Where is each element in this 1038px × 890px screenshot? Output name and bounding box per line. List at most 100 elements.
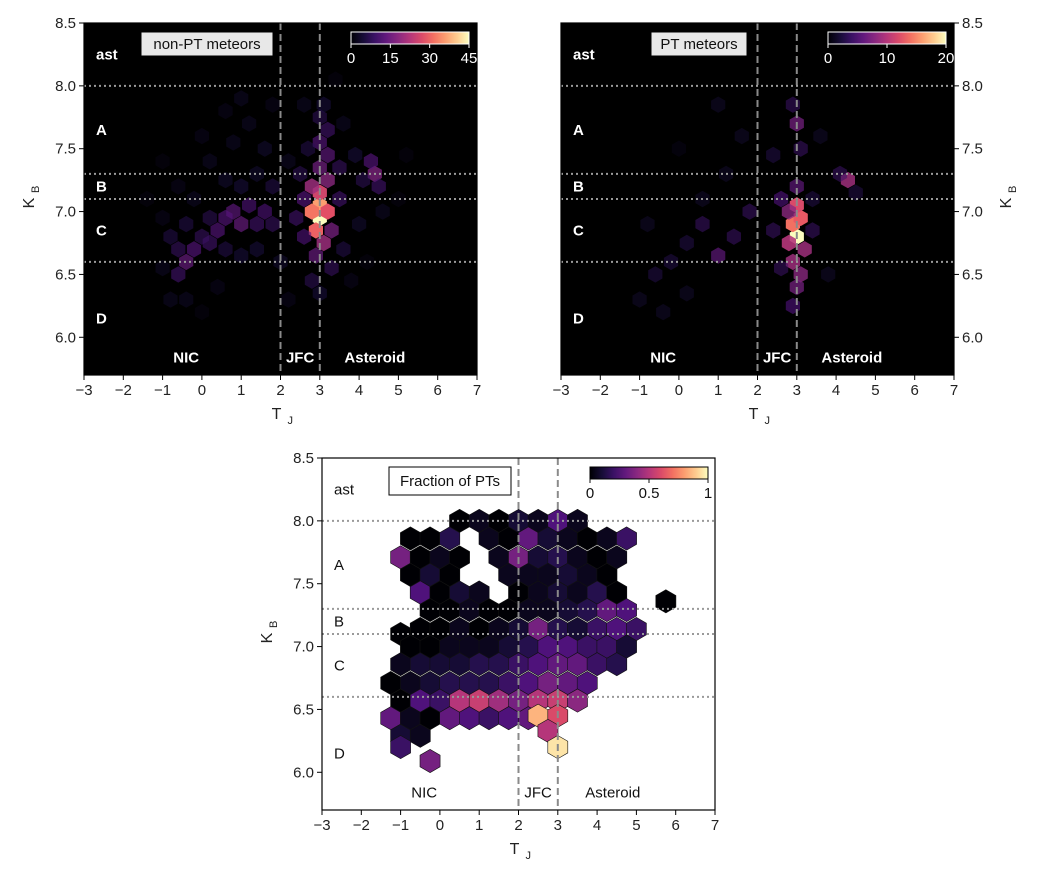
colorbar-tick-label: 10 <box>879 50 896 67</box>
hex-cell <box>218 241 233 258</box>
y-tick-label: 6.0 <box>55 329 76 346</box>
hex-cell <box>218 171 233 189</box>
hex-cell <box>320 121 335 139</box>
region-label-a: A <box>334 557 344 574</box>
region-label-nic: NIC <box>650 349 676 366</box>
x-tick-label: 2 <box>753 382 761 399</box>
y-tick-label: 6.0 <box>962 329 983 346</box>
x-tick-label: −1 <box>631 382 648 399</box>
x-tick-label: 4 <box>593 817 601 834</box>
hex-cell <box>234 90 249 107</box>
hex-cell <box>171 266 186 283</box>
y-axis-label-subscript: B <box>1007 186 1019 193</box>
y-axis-label-subscript: B <box>30 186 42 193</box>
region-label-b: B <box>573 178 584 195</box>
hex-cell <box>242 115 257 132</box>
x-tick-label: 5 <box>632 817 640 834</box>
hex-cell <box>249 241 264 258</box>
x-tick-label: −2 <box>353 817 370 834</box>
x-tick-label: −3 <box>75 382 92 399</box>
y-tick-label: 6.5 <box>293 701 314 718</box>
x-tick-label: 1 <box>237 382 245 399</box>
hex-cell <box>257 203 272 220</box>
hex-cell <box>202 209 217 227</box>
x-tick-label: 6 <box>672 817 680 834</box>
hex-cell <box>281 291 296 308</box>
x-tick-label: −2 <box>592 382 609 399</box>
hex-cell <box>163 228 178 245</box>
colorbar-tick-label: 0.5 <box>639 485 660 502</box>
x-tick-label: 7 <box>711 817 719 834</box>
region-label-asteroid: Asteroid <box>344 349 405 366</box>
hex-cell <box>781 234 796 252</box>
region-label-ast: ast <box>96 46 118 63</box>
hex-cell <box>632 291 647 308</box>
colorbar-tick-label: 1 <box>704 485 712 502</box>
y-tick-label: 8.5 <box>962 15 983 32</box>
colorbar-tick-label: 45 <box>461 50 478 67</box>
hex-cell <box>304 178 319 195</box>
hex-cell <box>766 146 781 164</box>
x-tick-label: −1 <box>154 382 171 399</box>
x-axis-label-subscript: J <box>526 850 532 862</box>
hex-cell <box>320 171 335 189</box>
x-axis-label: T <box>272 406 282 423</box>
colorbar-tick-label: 20 <box>938 50 955 67</box>
x-tick-label: 6 <box>911 382 919 399</box>
hex-cell <box>297 228 312 245</box>
hex-cell <box>336 241 351 258</box>
hex-cell <box>324 259 339 277</box>
colorbar <box>350 31 470 45</box>
hex-cell <box>210 222 225 239</box>
hex-cell <box>194 127 209 145</box>
hex-cell <box>805 222 820 239</box>
hex-cell <box>616 598 637 623</box>
y-tick-label: 8.5 <box>55 15 76 32</box>
hex-cell <box>567 688 588 713</box>
panel-label-box <box>388 466 512 496</box>
x-axis-label-subscript: J <box>288 415 294 427</box>
x-tick-label: −1 <box>392 817 409 834</box>
hex-cell <box>355 171 371 189</box>
x-tick-label: 2 <box>514 817 522 834</box>
x-tick-label: 4 <box>832 382 840 399</box>
hex-cell <box>679 285 694 302</box>
hex-cell <box>155 209 170 227</box>
region-label-asteroid: Asteroid <box>585 784 640 801</box>
hex-cell <box>265 215 280 233</box>
hex-cell <box>155 259 170 277</box>
panel-label-box <box>140 31 274 57</box>
hex-cell <box>848 184 863 201</box>
region-label-c: C <box>334 657 345 674</box>
y-axis-label: K <box>21 197 38 208</box>
x-tick-label: 2 <box>276 382 284 399</box>
y-axis-label-subscript: B <box>268 621 280 628</box>
x-tick-label: 5 <box>871 382 879 399</box>
y-tick-label: 8.0 <box>962 78 983 95</box>
hex-cell <box>300 140 316 157</box>
panel-label: PT meteors <box>660 36 737 53</box>
hex-cell <box>409 723 431 748</box>
hex-cell <box>226 134 241 151</box>
hex-cell <box>202 153 217 170</box>
hex-cell <box>711 247 726 264</box>
y-tick-label: 8.0 <box>55 78 76 95</box>
y-tick-label: 7.0 <box>55 204 76 221</box>
panel-label: Fraction of PTs <box>400 473 500 490</box>
y-tick-label: 7.0 <box>962 204 983 221</box>
hex-cell <box>332 159 347 176</box>
x-tick-label: 3 <box>554 817 562 834</box>
hex-cell <box>734 127 749 145</box>
region-label-d: D <box>334 745 345 762</box>
hex-cell <box>265 96 280 113</box>
hex-cell <box>832 165 848 183</box>
region-label-b: B <box>96 178 107 195</box>
panel-label-box <box>650 31 748 57</box>
x-tick-label: 0 <box>198 382 206 399</box>
region-label-b: B <box>334 613 344 630</box>
hex-cell <box>179 215 194 233</box>
hex-cell <box>304 272 319 289</box>
hex-cell <box>640 215 655 233</box>
x-tick-label: 6 <box>434 382 442 399</box>
y-axis-label-group: KB <box>998 186 1019 209</box>
